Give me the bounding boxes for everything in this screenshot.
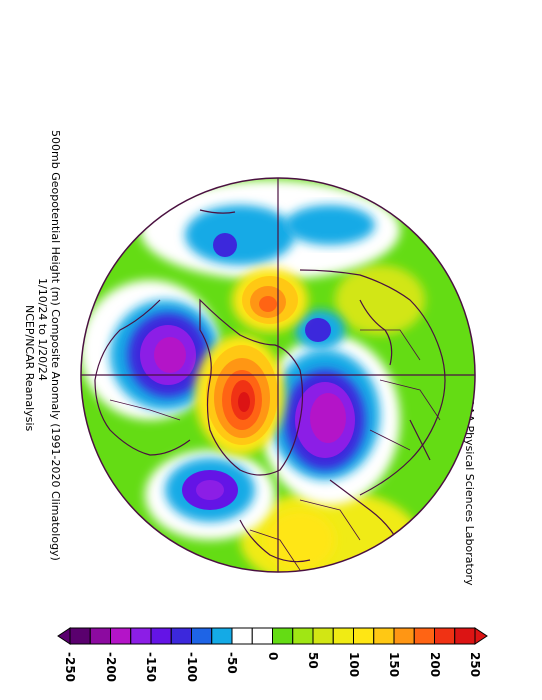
- colorbar-segment: [211, 627, 233, 645]
- colorbar-segment: [353, 627, 375, 645]
- colorbar-tick-label: 100: [346, 652, 361, 678]
- colorbar-segment: [170, 627, 192, 645]
- colorbar-segment: [191, 627, 213, 645]
- colorbar-tick-label: -100: [184, 652, 199, 683]
- anomaly-field: [81, 178, 475, 572]
- colorbar-segment: [312, 627, 334, 645]
- colorbar-segment: [332, 627, 354, 645]
- colorbar-segment: [454, 627, 476, 645]
- colorbar-tick-label: -50: [225, 652, 239, 674]
- map-boundary: [80, 177, 476, 573]
- colorbar-segment: [434, 627, 456, 645]
- colorbar-segment: [110, 627, 132, 645]
- colorbar-segment: [373, 627, 395, 645]
- colorbar-tick-label: 150: [387, 652, 401, 678]
- borders: [109, 329, 441, 571]
- colorbar-tick-label: 50: [306, 652, 320, 669]
- colorbar-max-arrow: [474, 627, 488, 645]
- colorbar-segment: [231, 627, 253, 645]
- graticule: [81, 178, 475, 572]
- colorbar: [57, 627, 488, 645]
- colorbar-tick-label: -150: [144, 652, 158, 683]
- colorbar-segment: [413, 627, 435, 645]
- colorbar-segment: [272, 627, 294, 645]
- colorbar-min-arrow: [57, 627, 71, 645]
- colorbar-tick-label: 250: [468, 652, 482, 678]
- colorbar-segment: [130, 627, 152, 645]
- colorbar-tick-label: -200: [103, 652, 118, 683]
- colorbar-segment: [251, 627, 273, 645]
- colorbar-tick-label: 200: [427, 652, 442, 678]
- colorbar-segment: [292, 627, 314, 645]
- colorbar-segment: [393, 627, 415, 645]
- colorbar-segment: [89, 627, 111, 645]
- colorbar-tick-label: 0: [265, 652, 280, 661]
- colorbar-segment: [150, 627, 172, 645]
- colorbar-segment: [69, 627, 91, 645]
- colorbar-tick-label: -250: [63, 652, 77, 683]
